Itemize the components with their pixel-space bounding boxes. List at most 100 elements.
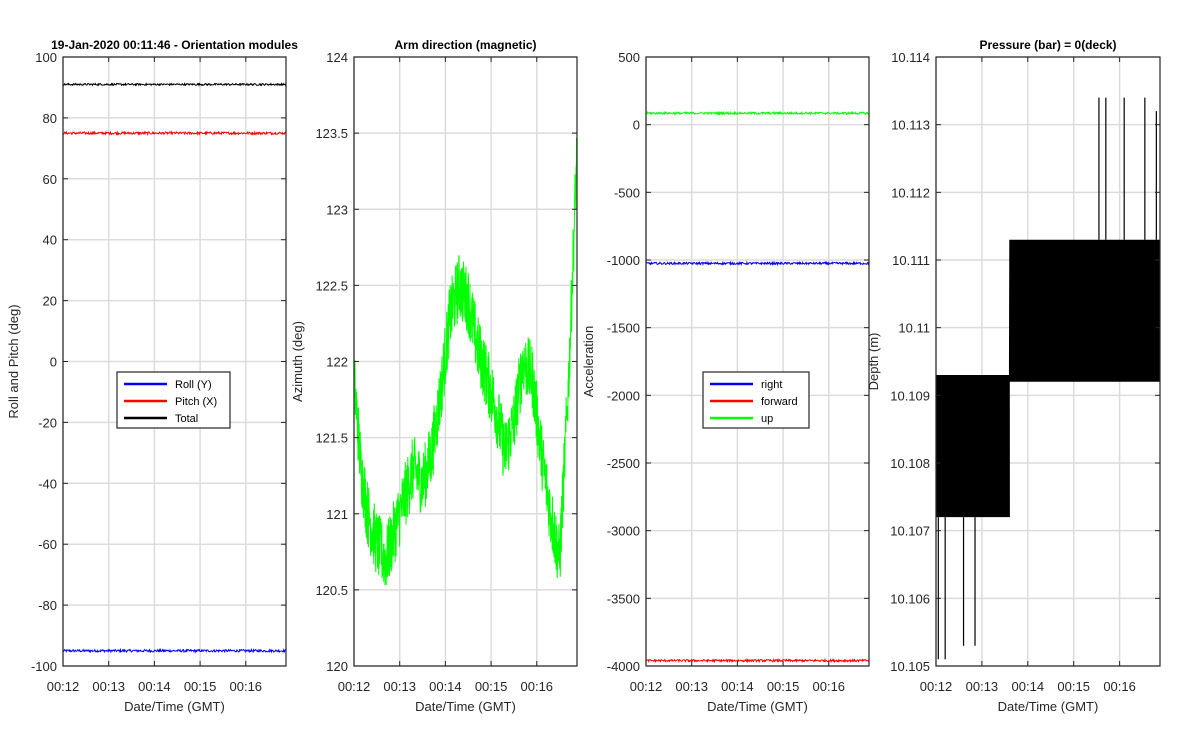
y-tick-label: 10.111 (892, 253, 930, 268)
y-tick-label: 10.112 (891, 185, 930, 200)
x-tick-label: 00:12 (630, 679, 663, 694)
y-tick-label: 120.5 (315, 583, 348, 598)
tick-labels: 00:12 00:13 00:14 00:15 00:16 -100 -80 -60 -40 -2… (31, 50, 286, 694)
y-tick-label: -1500 (607, 321, 640, 336)
series-line-right (645, 260, 870, 267)
y-tick-label: -40 (38, 476, 57, 491)
x-tick-label: 00:15 (1057, 679, 1090, 694)
y-axis-label: Roll and Pitch (deg) (6, 304, 21, 418)
series-line-Roll (Y) (62, 647, 287, 654)
x-tick-label: 00:16 (230, 679, 263, 694)
series-line-forward (645, 657, 870, 664)
y-tick-label: 0 (50, 355, 57, 370)
axes-box (935, 56, 1161, 667)
x-tick-label: 00:15 (184, 679, 217, 694)
legend-entry: up (761, 413, 773, 425)
series-line-up (645, 110, 870, 116)
x-tick-label: 00:14 (721, 679, 754, 694)
series-line-Pitch (X) (62, 130, 287, 137)
y-tick-label: 0 (633, 118, 640, 133)
legend: right forward up (702, 371, 810, 429)
series-group (935, 97, 1161, 660)
chart-panel-3: 00:12 00:13 00:14 00:15 00:16 -4000 -3500 -3000… (581, 50, 870, 714)
chart-title: 19-Jan-2020 00:11:46 - Orientation modul… (51, 38, 298, 52)
y-tick-label: -60 (38, 537, 57, 552)
series-depth-segment-1 (935, 374, 1010, 518)
y-axis-label: Azimuth (deg) (290, 321, 305, 402)
y-tick-label: 10.109 (890, 388, 930, 403)
x-tick-label: 00:14 (429, 679, 462, 694)
y-tick-label: 10.108 (890, 456, 930, 471)
y-axis-label: Depth (m) (866, 333, 881, 391)
y-tick-label: -4000 (607, 659, 640, 674)
x-tick-label: 00:13 (92, 679, 125, 694)
tick-labels: 00:12 00:13 00:14 00:15 00:16 -4000 -3500 -3000… (607, 50, 869, 694)
x-tick-label: 00:16 (1103, 679, 1136, 694)
y-tick-label: -3500 (607, 591, 640, 606)
y-tick-label: 123 (326, 202, 348, 217)
y-tick-label: 120 (326, 659, 348, 674)
x-tick-label: 00:12 (47, 679, 80, 694)
y-tick-label: -3000 (607, 524, 640, 539)
legend-entry: Total (175, 413, 198, 425)
x-axis-label: Date/Time (GMT) (998, 699, 1099, 714)
legend-entry: right (761, 379, 782, 391)
x-tick-label: 00:14 (138, 679, 171, 694)
y-tick-label: -2500 (607, 456, 640, 471)
chart-title: Arm direction (magnetic) (394, 38, 536, 52)
y-tick-label: -80 (38, 598, 57, 613)
y-tick-label: 121.5 (315, 431, 348, 446)
y-tick-label: -1000 (607, 253, 640, 268)
y-tick-label: -500 (614, 185, 640, 200)
x-tick-label: 00:16 (521, 679, 554, 694)
series-line-Total (62, 82, 287, 87)
x-tick-label: 00:12 (920, 679, 953, 694)
chart-panel-2: 00:12 00:13 00:14 00:15 00:16 120 120.5 121 121.… (290, 38, 578, 714)
y-tick-label: 10.11 (898, 321, 930, 336)
x-tick-label: 00:14 (1012, 679, 1045, 694)
tick-labels: 00:12 00:13 00:14 00:15 00:16 10.105 10.106 10.… (890, 50, 1160, 694)
x-tick-label: 00:16 (813, 679, 846, 694)
x-axis-label: Date/Time (GMT) (415, 699, 516, 714)
y-tick-label: 20 (43, 294, 57, 309)
x-tick-label: 00:13 (966, 679, 999, 694)
x-tick-label: 00:13 (383, 679, 416, 694)
legend-entry: Roll (Y) (175, 379, 212, 391)
y-tick-label: 80 (43, 111, 57, 126)
axes-box (645, 56, 870, 667)
x-tick-label: 00:15 (767, 679, 800, 694)
y-tick-label: -2000 (607, 388, 640, 403)
y-tick-label: -20 (38, 415, 57, 430)
x-axis-label: Date/Time (GMT) (124, 699, 225, 714)
y-tick-label: 122.5 (315, 278, 348, 293)
x-tick-label: 00:12 (338, 679, 371, 694)
y-tick-label: 100 (35, 50, 57, 65)
y-tick-label: 60 (43, 172, 57, 187)
legend: Roll (Y) Pitch (X) Total (116, 371, 231, 429)
y-tick-label: 121 (326, 507, 348, 522)
chart-panel-1: 00:12 00:13 00:14 00:15 00:16 -100 -80 -60 -40 -2… (6, 38, 298, 714)
y-tick-label: 10.114 (891, 50, 930, 65)
series-group (62, 82, 287, 654)
x-axis-label: Date/Time (GMT) (707, 699, 808, 714)
series-group (645, 110, 870, 664)
chart-panel-4: 00:12 00:13 00:14 00:15 00:16 10.105 10.106 10.… (866, 38, 1161, 714)
y-tick-label: 10.113 (891, 118, 930, 133)
y-tick-label: 123.5 (315, 126, 348, 141)
series-line-azimuth (353, 138, 578, 586)
series-depth-segment-2 (1008, 239, 1161, 382)
y-tick-label: -100 (31, 659, 57, 674)
legend-entry: Pitch (X) (175, 396, 217, 408)
y-tick-label: 500 (618, 50, 640, 65)
plot-area (646, 57, 869, 666)
y-tick-label: 40 (43, 233, 57, 248)
y-tick-label: 10.106 (890, 591, 930, 606)
tick-labels: 00:12 00:13 00:14 00:15 00:16 120 120.5 121 121.… (315, 50, 577, 694)
series-group (353, 138, 578, 586)
y-tick-label: 124 (326, 50, 348, 65)
legend-entry: forward (761, 396, 798, 408)
y-tick-label: 122 (326, 355, 348, 370)
chart-title: Pressure (bar) = 0(deck) (979, 38, 1116, 52)
x-tick-label: 00:13 (675, 679, 708, 694)
